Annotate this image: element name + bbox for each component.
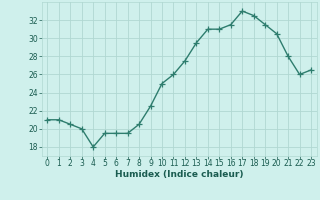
X-axis label: Humidex (Indice chaleur): Humidex (Indice chaleur) [115,170,244,179]
